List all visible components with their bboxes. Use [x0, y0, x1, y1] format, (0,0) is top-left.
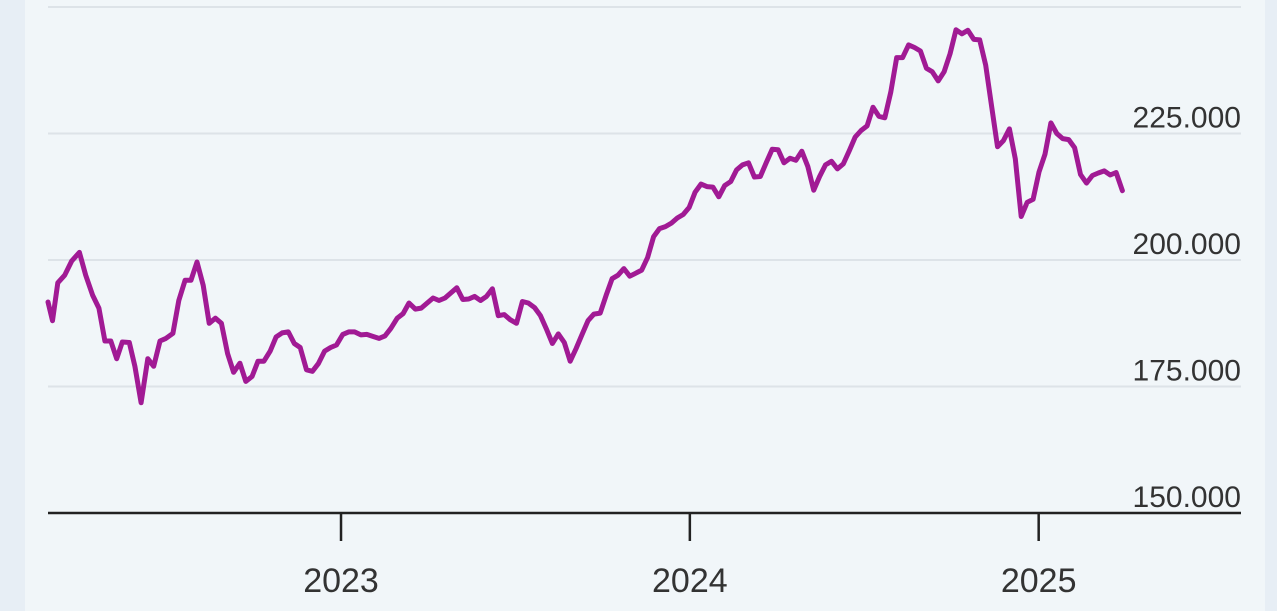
x-tick-label: 2023	[303, 562, 379, 600]
x-axis-ticks: 2023 2024 2025	[303, 513, 1076, 600]
x-tick-label: 2025	[1001, 562, 1077, 600]
y-tick-label: 150.000	[1133, 481, 1241, 514]
y-axis-labels: 150.000 175.000 200.000 225.000	[1133, 102, 1241, 515]
y-tick-label: 175.000	[1133, 355, 1241, 388]
series-group	[45, 27, 1125, 406]
y-tick-label: 200.000	[1133, 228, 1241, 261]
x-tick-label: 2024	[652, 562, 728, 600]
y-tick-label: 225.000	[1133, 102, 1241, 135]
series-line-0	[45, 27, 1125, 406]
gridlines	[48, 6, 1241, 388]
chart-panel	[25, 0, 1265, 611]
